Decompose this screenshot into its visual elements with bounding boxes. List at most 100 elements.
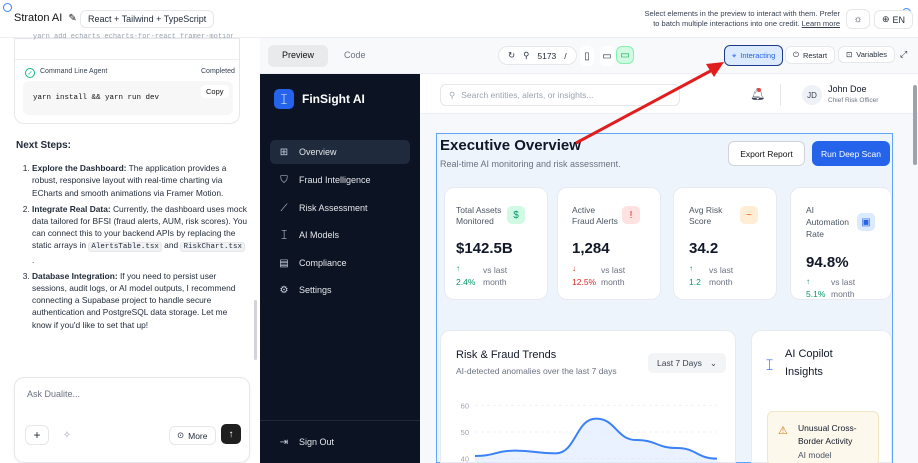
copilot-title-line2: Insights bbox=[785, 366, 823, 378]
nav-fraud-intelligence[interactable]: ⛉ Fraud Intelligence bbox=[270, 168, 410, 192]
step-2: Integrate Real Data: Currently, the dash… bbox=[32, 203, 248, 266]
mobile-view-button[interactable]: ▯ bbox=[580, 46, 594, 66]
avatar[interactable]: JD bbox=[802, 85, 822, 105]
arrow-up-icon: ↑ bbox=[228, 428, 234, 440]
insight-alert-card[interactable]: ⚠ Unusual Cross- Border Activity AI mode… bbox=[767, 411, 879, 463]
kpi-arrow: ↑ bbox=[689, 264, 693, 273]
copilot-card: ꀤ AI Copilot Insights ⚠ Unusual Cross- B… bbox=[751, 330, 892, 463]
notice-line1: Select elements in the preview to intera… bbox=[644, 9, 840, 18]
port-number: 5173 bbox=[537, 50, 557, 61]
kpi-arrow: ↓ bbox=[572, 264, 576, 273]
step-2-text-b: and bbox=[161, 240, 181, 251]
export-report-button[interactable]: Export Report bbox=[728, 141, 805, 166]
agent-label: Command Line Agent bbox=[40, 68, 108, 75]
tablet-icon: ▭ bbox=[602, 50, 612, 62]
divider bbox=[15, 59, 239, 60]
truncated-command: yarn add echarts echarts-for-react frame… bbox=[33, 33, 233, 41]
more-label: More bbox=[188, 430, 208, 441]
tablet-view-button[interactable]: ▭ bbox=[600, 46, 614, 66]
sidebar-divider bbox=[260, 420, 420, 421]
enhance-prompt-button[interactable]: ✧ bbox=[55, 425, 79, 445]
interaction-notice: Select elements in the preview to intera… bbox=[600, 9, 840, 29]
series-line bbox=[474, 417, 718, 460]
kpi-period: month bbox=[831, 289, 855, 299]
search-icon: ⚲ bbox=[449, 89, 456, 100]
nav-ai-models[interactable]: ꀤ AI Models bbox=[270, 223, 410, 247]
chat-input[interactable]: Ask Dualite... bbox=[27, 389, 81, 399]
bell-icon[interactable]: 🔔︎ bbox=[750, 87, 766, 101]
language-button[interactable]: ⊕ EN bbox=[874, 10, 914, 29]
trends-chart: 60 50 40 bbox=[461, 401, 718, 463]
nav-fraud-label: Fraud Intelligence bbox=[299, 175, 371, 185]
kpi-card-assets: Total Assets Monitored $ $142.5B ↑ 2.4% … bbox=[444, 187, 548, 300]
run-deep-scan-button[interactable]: Run Deep Scan bbox=[812, 141, 890, 166]
next-steps-list: Explore the Dashboard: The application p… bbox=[16, 162, 248, 331]
theme-toggle-button[interactable]: ☼ bbox=[846, 9, 870, 29]
refresh-icon[interactable]: ↻ bbox=[508, 50, 516, 60]
tab-group: Preview Code bbox=[268, 45, 408, 67]
kpi-change: 5.1% bbox=[806, 289, 826, 299]
nav-risk-assessment[interactable]: ⟋ Risk Assessment bbox=[270, 196, 410, 220]
notice-line2: to batch multiple interactions into one … bbox=[600, 19, 840, 29]
interacting-label: Interacting bbox=[740, 51, 776, 60]
restart-button[interactable]: ⏻ Restart bbox=[785, 46, 836, 64]
kpi-period: month bbox=[601, 277, 625, 287]
nav-settings-label: Settings bbox=[299, 285, 332, 295]
nav-settings[interactable]: ⚙ Settings bbox=[270, 278, 410, 302]
insight-title-line2: Border Activity bbox=[798, 436, 853, 446]
header-divider bbox=[780, 84, 781, 106]
trends-card: Risk & Fraud Trends AI-detected anomalie… bbox=[440, 330, 736, 463]
brain-icon: ꀤ bbox=[280, 230, 288, 242]
user-role: Chief Risk Officer bbox=[828, 97, 879, 104]
tab-preview[interactable]: Preview bbox=[268, 45, 329, 67]
sign-out-button[interactable]: ⇥ Sign Out bbox=[270, 430, 410, 454]
sparkle-icon: ✧ bbox=[62, 429, 72, 441]
restart-label: Restart bbox=[802, 50, 828, 60]
search-input[interactable]: ⚲ Search entities, alerts, or insights... bbox=[440, 84, 680, 106]
plus-icon: + bbox=[33, 428, 41, 442]
learn-more-link[interactable]: Learn more bbox=[801, 19, 840, 28]
kpi-title-line2: Automation bbox=[806, 217, 849, 227]
copy-button[interactable]: Copy bbox=[201, 85, 229, 98]
range-select-label: Last 7 Days bbox=[656, 358, 702, 368]
next-steps-title: Next Steps: bbox=[16, 140, 72, 151]
main-scrollbar[interactable] bbox=[913, 85, 917, 165]
fullscreen-icon[interactable]: ⤢ bbox=[900, 49, 908, 59]
kpi-title-line3: Rate bbox=[806, 229, 824, 239]
tab-code[interactable]: Code bbox=[344, 50, 366, 60]
chat-scrollbar[interactable] bbox=[254, 300, 257, 360]
more-circle-icon: ⊙ bbox=[177, 430, 185, 440]
project-name[interactable]: Straton AI ✎ bbox=[14, 12, 77, 24]
user-name: John Doe bbox=[828, 84, 867, 94]
path-separator[interactable]: / bbox=[564, 50, 567, 61]
add-attachment-button[interactable]: + bbox=[25, 425, 49, 445]
sign-out-label: Sign Out bbox=[299, 437, 335, 447]
step-2-text-c: . bbox=[32, 254, 35, 265]
nav-overview[interactable]: ⊞ Overview bbox=[270, 140, 410, 164]
variables-button[interactable]: ⊡ Variables bbox=[838, 46, 896, 63]
range-select[interactable]: Last 7 Days ⌄ bbox=[648, 353, 726, 373]
edit-pencil-icon[interactable]: ✎ bbox=[68, 13, 77, 24]
trends-title: Risk & Fraud Trends bbox=[456, 349, 557, 361]
check-circle-icon: ✓ bbox=[25, 68, 35, 78]
gear-icon: ⚙ bbox=[279, 284, 289, 296]
step-3: Database Integration: If you need to per… bbox=[32, 270, 248, 331]
nav-compliance[interactable]: ▤ Compliance bbox=[270, 251, 410, 275]
monitor-icon: ▭ bbox=[620, 49, 630, 61]
power-icon: ⏻ bbox=[793, 50, 799, 59]
desktop-view-button[interactable]: ▭ bbox=[616, 46, 634, 64]
kpi-title-line2: Score bbox=[689, 216, 712, 226]
step-3-text: If you need to persist user sessions, au… bbox=[32, 270, 236, 330]
link-icon: ⚲ bbox=[523, 50, 530, 60]
command-block bbox=[23, 81, 233, 115]
step-1: Explore the Dashboard: The application p… bbox=[32, 162, 248, 199]
interacting-button[interactable]: ⌖ Interacting bbox=[724, 45, 784, 66]
send-button[interactable]: ↑ bbox=[221, 424, 241, 444]
app-logo-text: FinSight AI bbox=[302, 92, 365, 106]
document-icon: ▤ bbox=[279, 257, 289, 269]
variables-label: Variables bbox=[856, 50, 888, 59]
y-tick-label: 40 bbox=[461, 455, 469, 463]
activity-icon: ~ bbox=[740, 206, 758, 224]
nav-compliance-label: Compliance bbox=[299, 258, 347, 268]
more-button[interactable]: ⊙ More bbox=[169, 426, 216, 445]
